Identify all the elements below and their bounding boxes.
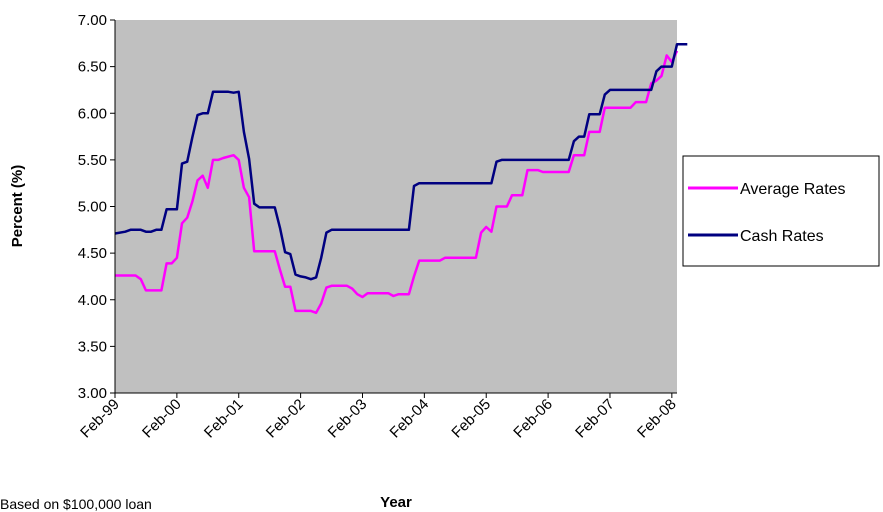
x-tick-label: Feb-06 — [510, 396, 556, 442]
y-tick-label: 3.00 — [78, 385, 107, 402]
legend-box — [682, 155, 880, 267]
y-tick-label: 4.50 — [78, 245, 107, 262]
x-tick-label: Feb-03 — [325, 396, 371, 442]
footnote: Based on $100,000 loan — [0, 496, 152, 512]
legend: Average Rates Cash Rates — [682, 155, 880, 267]
x-tick-label: Feb-99 — [77, 396, 123, 442]
x-tick-label: Feb-05 — [448, 396, 494, 442]
x-tick-label: Feb-00 — [139, 396, 185, 442]
series-line-average-rates — [115, 50, 679, 315]
y-tick-label: 3.50 — [78, 338, 107, 355]
y-tick-label: 5.50 — [78, 152, 107, 169]
y-tick-label: 6.50 — [78, 59, 107, 76]
legend-label-average-rates: Average Rates — [740, 181, 846, 198]
x-tick-labels: Feb-99 Feb-00 Feb-01 Feb-02 Feb-03 Feb-04 Feb-… — [77, 393, 680, 442]
x-tick-label: Feb-01 — [201, 396, 247, 442]
y-axis-title: Percent (%) — [9, 165, 26, 248]
y-tick-label: 5.00 — [78, 199, 107, 216]
x-tick-label: Feb-02 — [263, 396, 309, 442]
y-tick-label: 7.00 — [78, 12, 107, 29]
x-tick-label: Feb-08 — [634, 396, 680, 442]
y-tick-label: 6.00 — [78, 105, 107, 122]
x-tick-label: Feb-04 — [387, 396, 433, 442]
legend-label-cash-rates: Cash Rates — [740, 228, 824, 245]
plot-area — [115, 20, 677, 393]
x-tick-label: Feb-07 — [572, 396, 618, 442]
series-line-cash-rates — [114, 42, 688, 281]
x-axis-title: Year — [380, 494, 412, 510]
series-layer — [114, 42, 688, 315]
y-tick-labels: 3.00 3.50 4.00 4.50 5.00 5.50 6.00 6.50 7.00 — [78, 12, 115, 402]
y-tick-label: 4.00 — [78, 292, 107, 309]
